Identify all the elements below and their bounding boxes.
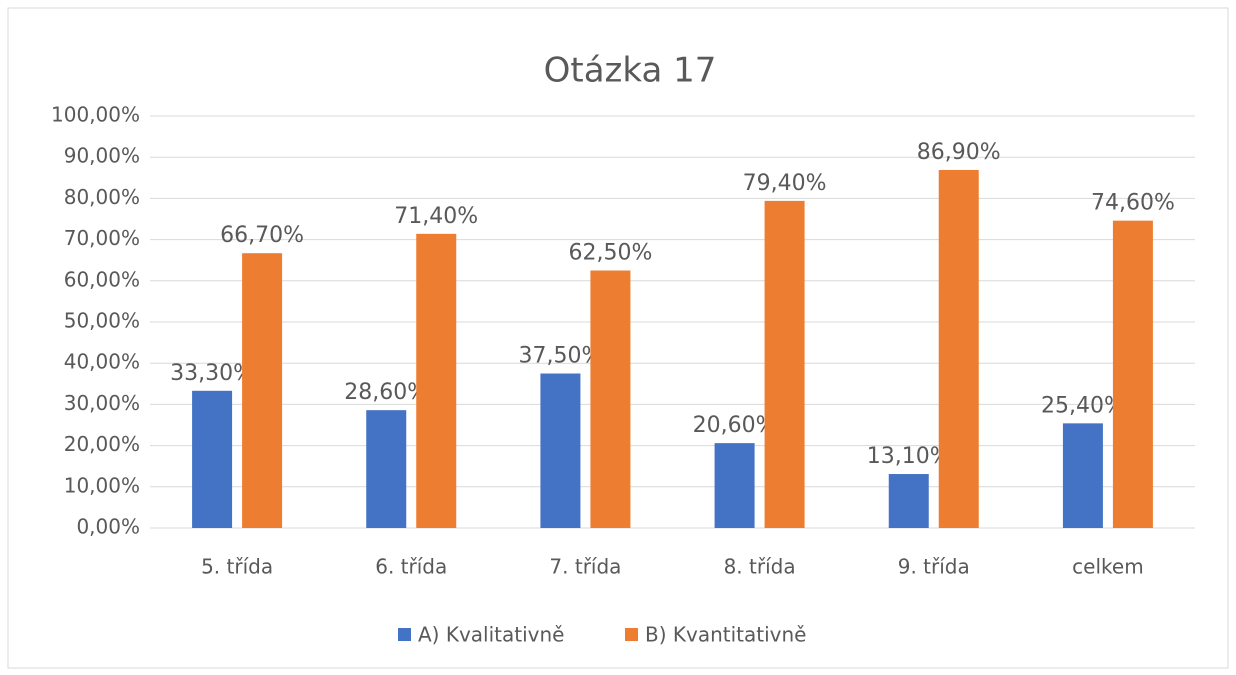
bar: [242, 253, 283, 529]
bar: [1062, 423, 1103, 528]
data-label: 62,50%: [568, 241, 652, 266]
y-tick-label: 40,00%: [64, 350, 140, 374]
bar: [888, 474, 929, 528]
x-tick-label: 5. třída: [201, 555, 273, 579]
bar: [366, 410, 407, 528]
y-tick-label: 80,00%: [64, 185, 140, 209]
bar: [416, 233, 457, 528]
bar: [714, 443, 755, 528]
x-tick-label: 8. třída: [724, 555, 796, 579]
y-tick-label: 30,00%: [64, 391, 140, 415]
data-label: 28,60%: [344, 380, 428, 405]
data-label: 79,40%: [743, 171, 827, 196]
data-label: 71,40%: [394, 204, 478, 229]
legend-swatch: [625, 628, 638, 641]
y-tick-label: 90,00%: [64, 144, 140, 168]
y-tick-label: 20,00%: [64, 432, 140, 456]
y-tick-label: 70,00%: [64, 226, 140, 250]
legend-label: B) Kvantitativně: [645, 623, 806, 647]
bar: [590, 270, 631, 528]
y-tick-label: 10,00%: [64, 473, 140, 497]
data-label: 13,10%: [867, 444, 951, 469]
bar: [938, 169, 979, 529]
x-tick-label: 6. třída: [375, 555, 447, 579]
y-tick-label: 100,00%: [51, 103, 140, 127]
data-label: 66,70%: [220, 223, 304, 248]
data-label: 86,90%: [917, 140, 1001, 165]
bar: [540, 373, 581, 528]
y-tick-label: 60,00%: [64, 267, 140, 291]
y-tick-label: 50,00%: [64, 309, 140, 333]
data-label: 25,40%: [1041, 393, 1125, 418]
chart-title: Otázka 17: [544, 51, 717, 91]
bar: [192, 390, 233, 528]
bar: [1112, 220, 1153, 528]
x-tick-label: celkem: [1072, 555, 1144, 579]
data-label: 74,60%: [1091, 191, 1175, 216]
data-label: 37,50%: [518, 344, 602, 369]
bar: [764, 200, 805, 528]
x-tick-label: 9. třída: [898, 555, 970, 579]
legend-swatch: [398, 628, 411, 641]
data-label: 33,30%: [170, 361, 254, 386]
x-tick-label: 7. třída: [549, 555, 621, 579]
y-tick-label: 0,00%: [76, 515, 140, 539]
legend-label: A) Kvalitativně: [418, 623, 564, 647]
data-label: 20,60%: [693, 413, 777, 438]
